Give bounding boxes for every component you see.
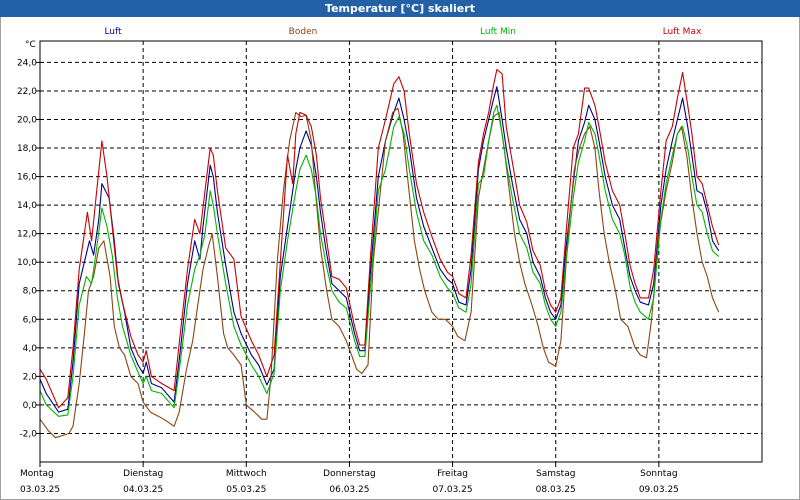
x-tick-day-label: Montag bbox=[20, 469, 54, 479]
series-lines bbox=[39, 68, 720, 439]
grid bbox=[40, 41, 762, 462]
y-axis-ticks: -2,0 0,0 2,0 4,0 6,0 8,0 10,0 12,0 14,0 16,0 18,0 2… bbox=[17, 58, 40, 439]
x-tick-date-label: 03.03.25 bbox=[20, 485, 60, 495]
x-tick-date-label: 04.03.25 bbox=[123, 485, 163, 495]
series-line bbox=[39, 107, 720, 439]
y-tick-label: 0,0 bbox=[23, 401, 38, 411]
x-axis-ticks: Montag 03.03.25 Dienstag 04.03.25 Mittwoch 05… bbox=[20, 462, 679, 495]
y-axis-unit-label: °C bbox=[25, 40, 36, 50]
x-tick-day-label: Samstag bbox=[536, 469, 575, 479]
x-tick-date-label: 09.03.25 bbox=[639, 485, 679, 495]
series-line bbox=[39, 86, 720, 413]
x-tick-day-label: Dienstag bbox=[123, 469, 163, 479]
y-tick-label: 10,0 bbox=[17, 258, 37, 268]
y-tick-label: 16,0 bbox=[17, 173, 37, 183]
x-tick-day-label: Sonntag bbox=[640, 469, 677, 479]
series-line bbox=[39, 68, 720, 409]
legend-item: Boden bbox=[289, 27, 318, 37]
legend-item: Luft Min bbox=[480, 27, 516, 37]
x-tick-date-label: 06.03.25 bbox=[329, 485, 369, 495]
plot-area-border bbox=[39, 40, 763, 463]
y-tick-label: 20,0 bbox=[17, 115, 37, 125]
y-tick-label: 2,0 bbox=[23, 372, 38, 382]
x-tick-day-label: Mittwoch bbox=[226, 469, 267, 479]
y-tick-label: 22,0 bbox=[17, 87, 37, 97]
x-tick-date-label: 07.03.25 bbox=[433, 485, 473, 495]
y-tick-label: 8,0 bbox=[23, 287, 38, 297]
legend: Luft Boden Luft Min Luft Max bbox=[104, 27, 702, 37]
legend-item: Luft bbox=[104, 27, 122, 37]
y-tick-label: 18,0 bbox=[17, 144, 37, 154]
y-tick-label: 14,0 bbox=[17, 201, 37, 211]
x-tick-date-label: 05.03.25 bbox=[226, 485, 266, 495]
y-tick-label: 24,0 bbox=[17, 58, 37, 68]
x-tick-day-label: Donnerstag bbox=[323, 469, 376, 479]
y-tick-label: -2,0 bbox=[19, 429, 37, 439]
chart-title: Temperatur [°C] skaliert bbox=[325, 2, 475, 15]
legend-item: Luft Max bbox=[663, 27, 702, 37]
x-tick-date-label: 08.03.25 bbox=[536, 485, 576, 495]
y-tick-label: 6,0 bbox=[23, 315, 38, 325]
chart-title-bar: Temperatur [°C] skaliert bbox=[0, 0, 800, 17]
series-line bbox=[39, 104, 720, 417]
x-tick-day-label: Freitag bbox=[437, 469, 468, 479]
y-tick-label: 12,0 bbox=[17, 230, 37, 240]
y-tick-label: 4,0 bbox=[23, 344, 38, 354]
